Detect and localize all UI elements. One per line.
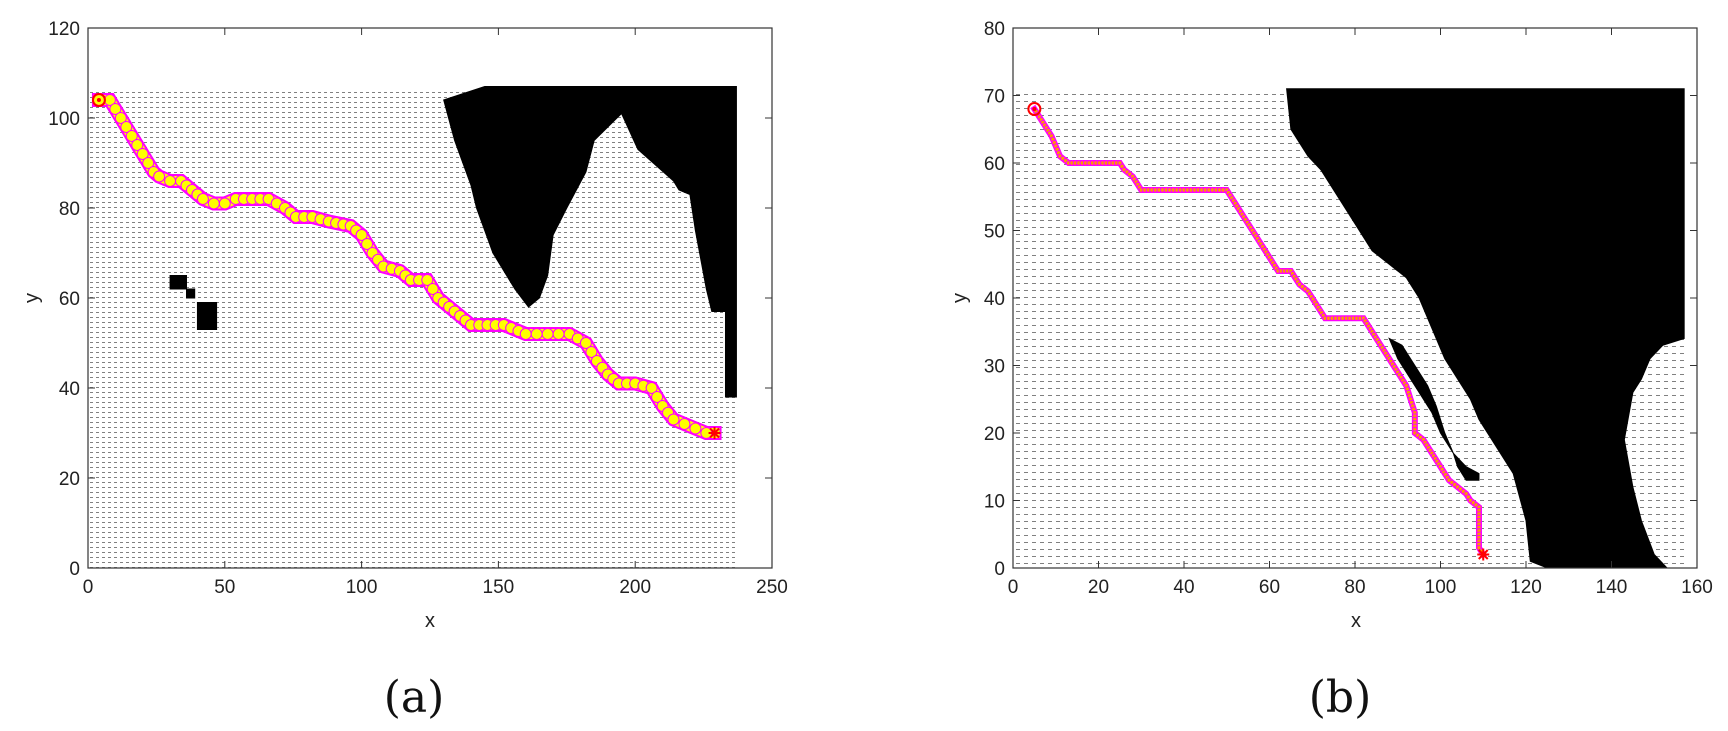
ylabel-a: y — [21, 293, 43, 303]
path-marker — [426, 283, 439, 295]
goal-marker — [708, 427, 721, 439]
land-polygon — [1388, 337, 1480, 481]
panel-a: 0 50 100 150 200 250 0 20 40 60 80 100 120 x y (a) — [21, 19, 788, 723]
goal-marker-stroke — [1478, 549, 1489, 560]
y-tick-label: 40 — [984, 289, 1005, 310]
y-tick-label: 70 — [984, 87, 1005, 108]
route-path-a — [91, 93, 722, 440]
y-tick-label: 40 — [59, 379, 80, 400]
path-marker — [585, 346, 598, 358]
path-marker — [355, 229, 368, 241]
tick-labels-a: 0 50 100 150 200 250 0 20 40 60 80 100 120 — [48, 19, 788, 598]
x-tick-label: 60 — [1259, 577, 1280, 598]
path-marker — [421, 274, 434, 286]
x-tick-label: 80 — [1344, 577, 1365, 598]
path-marker — [109, 103, 122, 115]
land-polygon — [1286, 88, 1685, 569]
path-marker — [196, 193, 209, 205]
x-tick-label: 50 — [214, 577, 235, 598]
land-mask-b — [1286, 88, 1685, 569]
x-tick-label: 150 — [483, 577, 515, 598]
axes-frame-b — [1012, 27, 1698, 569]
y-tick-label: 20 — [59, 469, 80, 490]
path-marker — [136, 148, 149, 160]
y-tick-label: 20 — [984, 424, 1005, 445]
y-tick-label: 60 — [984, 154, 1005, 175]
x-tick-label: 140 — [1596, 577, 1628, 598]
axes-frame-a — [87, 27, 773, 569]
panel-b: 0 20 40 60 80 100 120 140 160 0 10 20 30 40 50 60 70 80 x… — [949, 19, 1713, 723]
path-marker — [530, 328, 543, 340]
path-marker — [114, 112, 127, 124]
start-marker — [91, 93, 106, 107]
panel-label-b: (b) — [1309, 672, 1372, 723]
x-tick-label: 100 — [1425, 577, 1457, 598]
x-tick-label: 20 — [1088, 577, 1109, 598]
path-marker — [153, 170, 166, 183]
y-tick-label: 10 — [984, 492, 1005, 513]
x-tick-label: 0 — [1008, 577, 1019, 598]
y-tick-label: 0 — [69, 559, 80, 580]
x-tick-label: 160 — [1681, 577, 1713, 598]
start-marker-dot — [96, 98, 101, 102]
path-marker — [552, 328, 565, 340]
x-tick-label: 200 — [619, 577, 651, 598]
y-tick-label: 80 — [59, 199, 80, 220]
xlabel-a: x — [425, 610, 435, 632]
goal-marker — [1477, 548, 1490, 561]
path-marker — [689, 422, 702, 435]
path-marker — [519, 328, 532, 340]
panel-label-a: (a) — [384, 672, 445, 723]
x-tick-label: 120 — [1510, 577, 1542, 598]
ylabel-b: y — [949, 293, 971, 303]
y-tick-label: 0 — [994, 559, 1005, 580]
path-marker — [120, 121, 133, 133]
land-mask-a — [169, 86, 737, 398]
land-polygon — [185, 288, 196, 299]
land-polygon — [196, 302, 218, 330]
y-tick-label: 30 — [984, 357, 1005, 378]
path-marker — [218, 197, 231, 210]
path-marker — [667, 413, 680, 426]
x-tick-label: 100 — [346, 577, 378, 598]
path-marker — [125, 130, 138, 142]
y-tick-label: 120 — [48, 19, 80, 40]
route-path-b — [1027, 102, 1490, 561]
path-marker — [164, 175, 177, 187]
path-marker — [579, 337, 592, 349]
path-marker — [678, 418, 691, 430]
x-tick-label: 0 — [83, 577, 94, 598]
xlabel-b: x — [1351, 610, 1361, 632]
x-tick-label: 40 — [1173, 577, 1194, 598]
path-marker — [361, 238, 374, 250]
start-marker-dot — [1032, 107, 1037, 111]
tick-labels-b: 0 20 40 60 80 100 120 140 160 0 10 20 30 40 50 60 70 80 — [984, 19, 1713, 598]
land-polygon — [169, 275, 187, 290]
x-tick-label: 250 — [756, 577, 788, 598]
y-tick-label: 80 — [984, 19, 1005, 40]
path-marker — [207, 197, 220, 210]
start-marker — [1027, 102, 1042, 116]
vector-field-region — [88, 91, 737, 568]
path-marker — [131, 139, 144, 151]
vector-field-a — [88, 91, 737, 568]
path-marker — [645, 382, 658, 394]
y-tick-label: 100 — [48, 109, 80, 130]
goal-marker-stroke — [709, 427, 720, 439]
y-tick-label: 60 — [59, 289, 80, 310]
land-polygon — [443, 86, 737, 398]
y-tick-label: 50 — [984, 222, 1005, 243]
path-marker — [142, 157, 155, 169]
path-marker — [541, 328, 554, 340]
path-marker — [651, 391, 664, 403]
